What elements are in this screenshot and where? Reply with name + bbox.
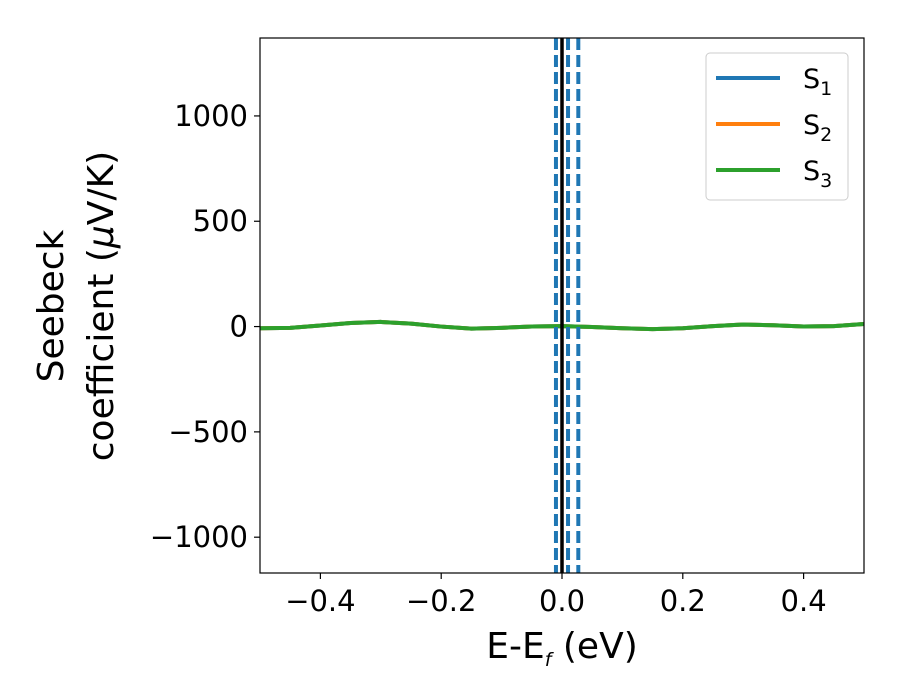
- y-axis-label-line2-suffix: V/K): [81, 151, 122, 225]
- y-tick-label: 500: [193, 204, 248, 238]
- svg-text:Seebeck: Seebeck: [31, 229, 72, 382]
- y-tick-label: −1000: [150, 520, 248, 554]
- legend-sub-s2: 2: [820, 124, 832, 146]
- legend-entry-s1: S1: [716, 64, 832, 100]
- svg-text:coefficient (μV/K): coefficient (μV/K): [81, 151, 122, 461]
- x-tick-label: −0.4: [285, 584, 355, 618]
- y-axis-label-mu: μ: [81, 225, 122, 249]
- x-axis-label: E-Ef (eV): [486, 626, 638, 671]
- y-axis-label-line1: Seebeck: [31, 229, 72, 382]
- y-axis-label-line2-prefix: coefficient (: [81, 248, 122, 461]
- legend-box: [705, 52, 849, 201]
- legend-label-s3: S: [803, 156, 820, 187]
- svg-text:S2: S2: [803, 110, 832, 146]
- axis-ticks: −0.4 −0.2 0.0 0.2 0.4 −1000 −500 0 500 1000: [150, 99, 827, 618]
- legend-entry-s3: S3: [716, 156, 832, 192]
- legend-entry-s2: S2: [716, 110, 832, 146]
- svg-text:S1: S1: [803, 64, 832, 100]
- legend: S1 S2 S3: [705, 52, 849, 201]
- legend-label-s1: S: [803, 64, 820, 95]
- y-tick-label: 1000: [174, 99, 248, 133]
- x-axis-label-main: E-E: [486, 626, 544, 667]
- x-tick-label: 0.2: [660, 584, 706, 618]
- x-axis-label-sub: f: [545, 649, 555, 671]
- plot-area: [260, 38, 864, 573]
- legend-sub-s3: 3: [820, 170, 832, 192]
- y-tick-label: 0: [230, 310, 248, 344]
- legend-label-s2: S: [803, 110, 820, 141]
- y-axis-label: Seebeck coefficient (μV/K): [31, 151, 122, 461]
- x-axis-label-unit: (eV): [551, 626, 637, 667]
- svg-text:S3: S3: [803, 156, 832, 192]
- legend-sub-s1: 1: [820, 78, 832, 100]
- y-tick-label: −500: [168, 415, 248, 449]
- x-tick-label: 0.4: [781, 584, 827, 618]
- x-tick-label: 0.0: [539, 584, 585, 618]
- x-tick-label: −0.2: [406, 584, 476, 618]
